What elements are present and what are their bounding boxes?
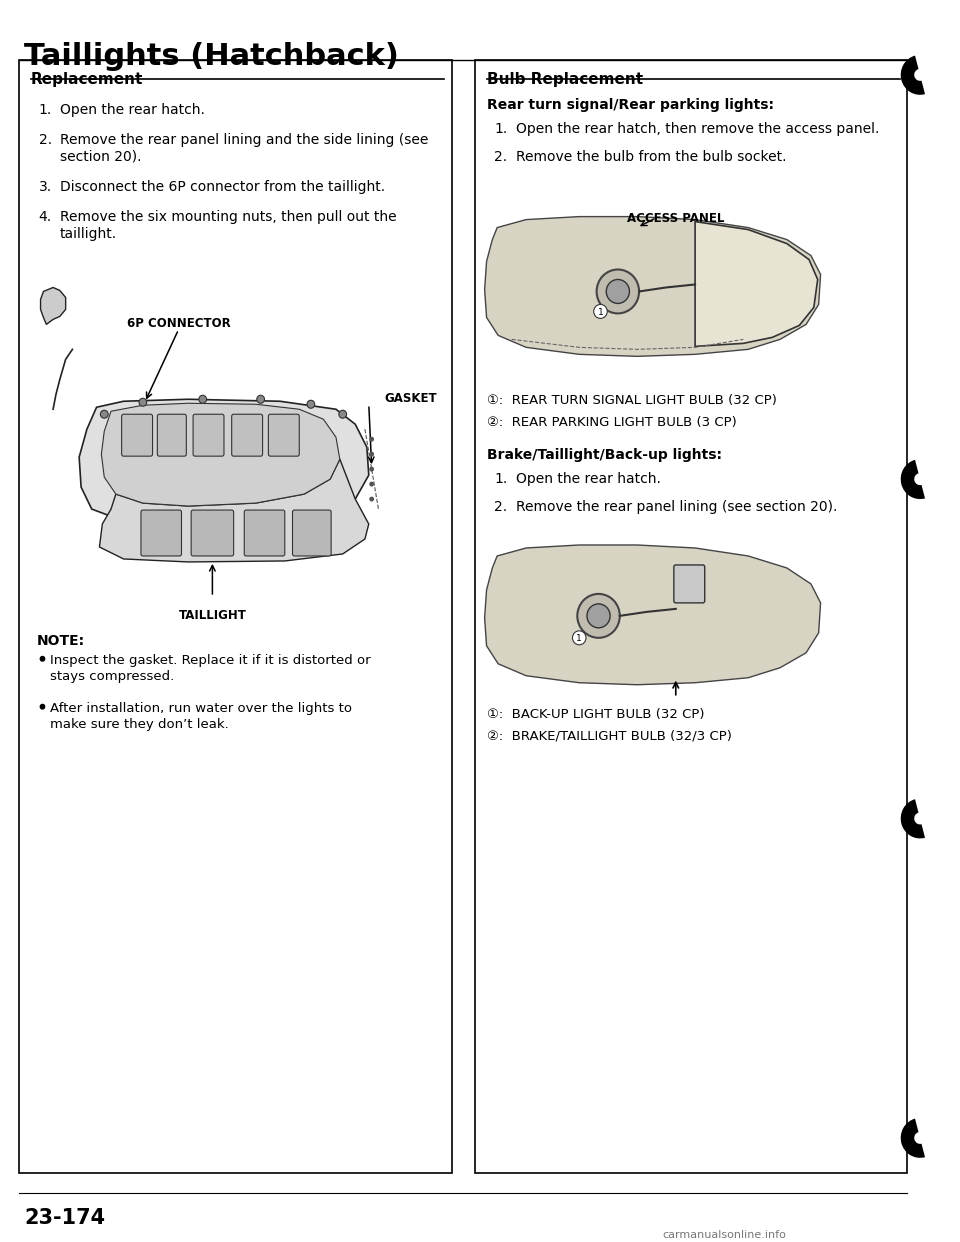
Circle shape — [370, 482, 374, 487]
Circle shape — [307, 400, 315, 409]
Text: ②:  REAR PARKING LIGHT BULB (3 CP): ②: REAR PARKING LIGHT BULB (3 CP) — [487, 416, 736, 430]
Text: Rear turn signal/Rear parking lights:: Rear turn signal/Rear parking lights: — [487, 98, 774, 112]
Text: Taillights (Hatchback): Taillights (Hatchback) — [24, 42, 399, 71]
FancyBboxPatch shape — [191, 510, 233, 556]
FancyBboxPatch shape — [122, 415, 153, 456]
Circle shape — [370, 467, 374, 472]
Polygon shape — [100, 460, 369, 561]
Circle shape — [39, 704, 45, 709]
FancyBboxPatch shape — [244, 510, 285, 556]
Text: Remove the rear panel lining (see section 20).: Remove the rear panel lining (see sectio… — [516, 501, 837, 514]
Circle shape — [370, 497, 374, 502]
Text: 1: 1 — [597, 308, 603, 317]
Circle shape — [39, 656, 45, 662]
Polygon shape — [485, 216, 821, 356]
Wedge shape — [900, 460, 925, 499]
Circle shape — [587, 604, 611, 628]
Text: 2.: 2. — [494, 501, 508, 514]
Circle shape — [370, 452, 374, 457]
Text: Remove the rear panel lining and the side lining (see: Remove the rear panel lining and the sid… — [60, 133, 428, 147]
Text: taillight.: taillight. — [60, 226, 117, 241]
Circle shape — [139, 399, 147, 406]
Text: NOTE:: NOTE: — [36, 633, 84, 648]
Text: Inspect the gasket. Replace it if it is distorted or: Inspect the gasket. Replace it if it is … — [50, 653, 371, 667]
Circle shape — [339, 410, 347, 419]
Text: 3.: 3. — [38, 180, 52, 194]
FancyBboxPatch shape — [293, 510, 331, 556]
Circle shape — [199, 395, 206, 404]
Circle shape — [593, 304, 608, 318]
Text: 6P CONNECTOR: 6P CONNECTOR — [127, 318, 230, 330]
Polygon shape — [102, 404, 340, 505]
Text: ①:  BACK-UP LIGHT BULB (32 CP): ①: BACK-UP LIGHT BULB (32 CP) — [487, 708, 704, 720]
Text: 1.: 1. — [494, 122, 508, 135]
Text: Remove the bulb from the bulb socket.: Remove the bulb from the bulb socket. — [516, 150, 786, 164]
Text: carmanualsonline.info: carmanualsonline.info — [662, 1230, 786, 1240]
Text: Remove the six mounting nuts, then pull out the: Remove the six mounting nuts, then pull … — [60, 210, 396, 224]
Bar — [19, 60, 452, 1172]
Text: TAILLIGHT: TAILLIGHT — [179, 609, 247, 622]
FancyBboxPatch shape — [269, 415, 300, 456]
Text: 2.: 2. — [38, 133, 52, 147]
Text: stays compressed.: stays compressed. — [50, 669, 175, 683]
FancyBboxPatch shape — [193, 415, 224, 456]
Text: 2.: 2. — [494, 150, 508, 164]
FancyBboxPatch shape — [157, 415, 186, 456]
Text: ①:  REAR TURN SIGNAL LIGHT BULB (32 CP): ①: REAR TURN SIGNAL LIGHT BULB (32 CP) — [487, 394, 777, 407]
FancyBboxPatch shape — [141, 510, 181, 556]
Wedge shape — [900, 1119, 925, 1158]
Circle shape — [256, 395, 265, 404]
Text: 4.: 4. — [38, 210, 52, 224]
Text: make sure they don’t leak.: make sure they don’t leak. — [50, 718, 228, 730]
Text: ACCESS PANEL: ACCESS PANEL — [627, 211, 725, 225]
Text: After installation, run water over the lights to: After installation, run water over the l… — [50, 702, 352, 714]
Text: Open the rear hatch.: Open the rear hatch. — [60, 103, 204, 117]
Text: Replacement: Replacement — [31, 72, 143, 87]
Text: 1.: 1. — [494, 472, 508, 486]
Text: Brake/Taillight/Back-up lights:: Brake/Taillight/Back-up lights: — [487, 448, 722, 462]
Wedge shape — [900, 799, 925, 838]
Circle shape — [577, 594, 620, 638]
Text: Open the rear hatch.: Open the rear hatch. — [516, 472, 660, 486]
Polygon shape — [79, 399, 369, 527]
FancyBboxPatch shape — [231, 415, 263, 456]
Wedge shape — [900, 56, 925, 94]
Circle shape — [101, 410, 108, 419]
Text: ②:  BRAKE/TAILLIGHT BULB (32/3 CP): ②: BRAKE/TAILLIGHT BULB (32/3 CP) — [487, 729, 732, 743]
Circle shape — [596, 270, 639, 313]
Circle shape — [607, 279, 630, 303]
Text: section 20).: section 20). — [60, 150, 141, 164]
Circle shape — [572, 631, 586, 645]
Polygon shape — [695, 221, 818, 347]
Text: 23-174: 23-174 — [24, 1207, 106, 1228]
Text: Disconnect the 6P connector from the taillight.: Disconnect the 6P connector from the tai… — [60, 180, 385, 194]
Circle shape — [370, 437, 374, 442]
Text: 1.: 1. — [38, 103, 52, 117]
Bar — [475, 60, 907, 1172]
Text: Bulb Replacement: Bulb Replacement — [487, 72, 642, 87]
Text: GASKET: GASKET — [384, 392, 437, 405]
FancyBboxPatch shape — [674, 565, 705, 602]
Text: Open the rear hatch, then remove the access panel.: Open the rear hatch, then remove the acc… — [516, 122, 879, 135]
Polygon shape — [485, 545, 821, 684]
Text: 1: 1 — [576, 635, 582, 643]
Polygon shape — [40, 287, 65, 324]
